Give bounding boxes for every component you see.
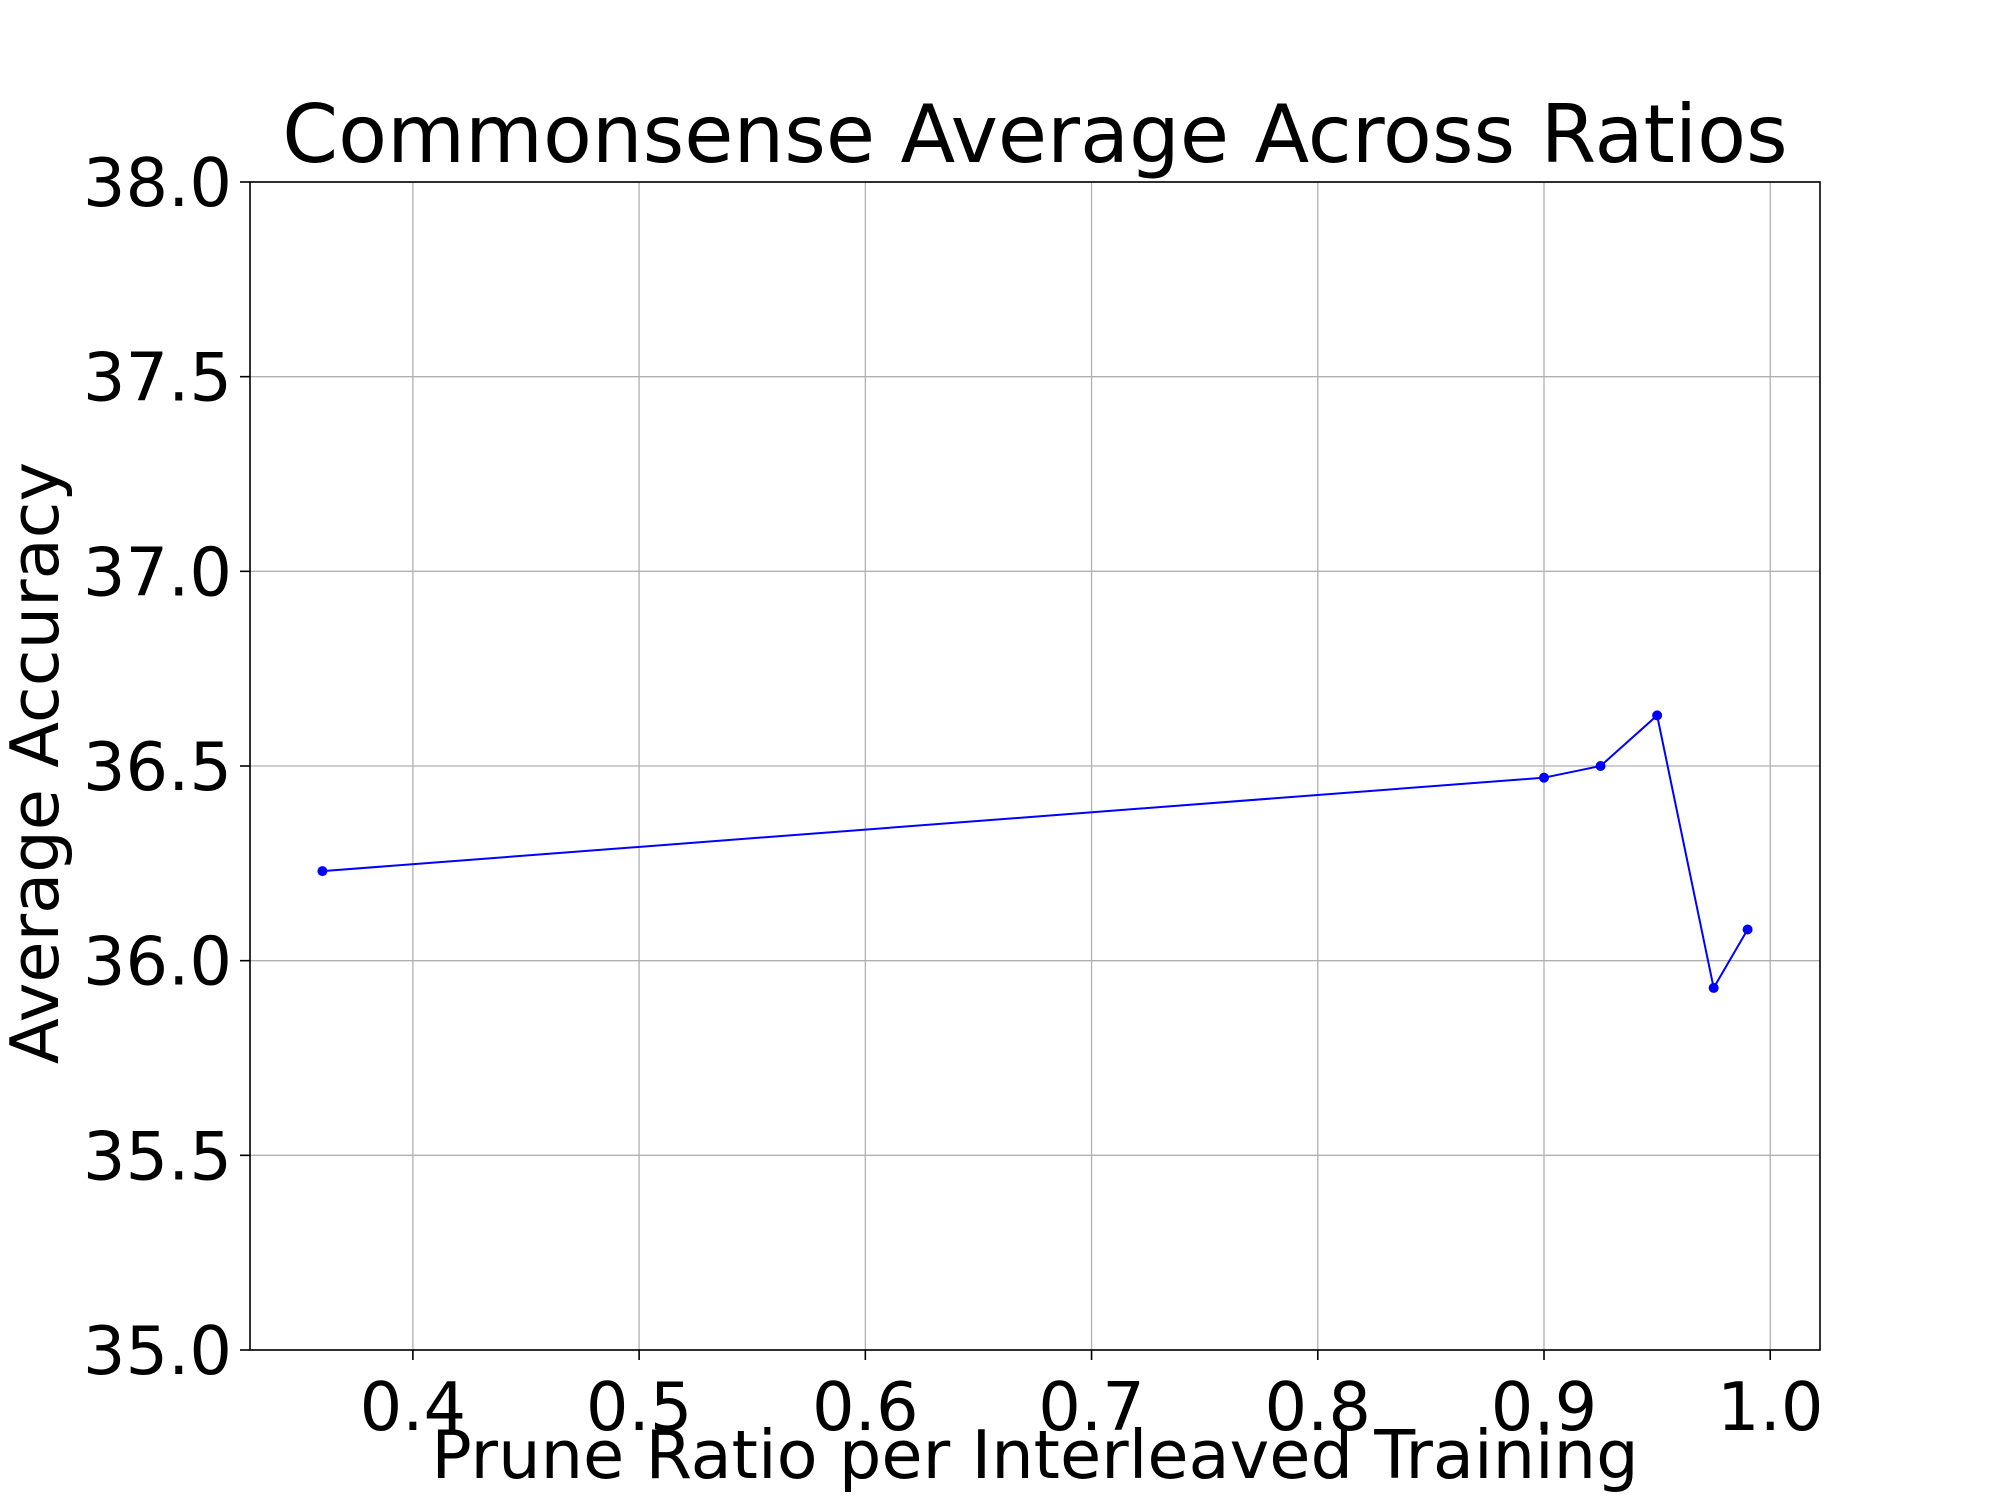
x-tick-label: 0.6 — [812, 1368, 919, 1446]
x-tick-label: 0.5 — [586, 1368, 693, 1446]
y-axis-ticks: 35.0 35.5 36.0 36.5 37.0 37.5 38.0 — [83, 144, 250, 1390]
series-line — [322, 713, 1749, 991]
x-axis-ticks: 0.4 0.5 0.6 0.7 0.8 0.9 1.0 — [360, 1350, 1824, 1446]
y-tick-label: 35.0 — [83, 1312, 232, 1390]
x-tick-label: 0.4 — [360, 1368, 467, 1446]
y-tick-label: 37.0 — [83, 533, 232, 611]
data-point — [1742, 924, 1753, 935]
data-point — [1595, 761, 1606, 771]
x-axis-label: Prune Ratio per Interleaved Training — [431, 1416, 1638, 1494]
x-tick-label: 0.7 — [1038, 1368, 1145, 1446]
data-point — [1708, 982, 1719, 993]
y-tick-label: 36.5 — [83, 728, 232, 806]
x-tick-label: 1.0 — [1717, 1368, 1824, 1446]
data-point — [1652, 710, 1663, 721]
y-tick-label: 38.0 — [83, 144, 232, 222]
data-point — [317, 866, 328, 877]
chart-title: Commonsense Average Across Ratios — [282, 88, 1787, 181]
y-axis-label: Average Accuracy — [0, 462, 74, 1064]
data-series — [317, 710, 1753, 993]
y-tick-label: 36.0 — [83, 923, 232, 1001]
y-tick-label: 35.5 — [83, 1117, 232, 1195]
x-tick-label: 0.9 — [1491, 1368, 1598, 1446]
y-tick-label: 37.5 — [83, 339, 232, 417]
x-tick-label: 0.8 — [1264, 1368, 1371, 1446]
data-point — [1539, 772, 1550, 783]
